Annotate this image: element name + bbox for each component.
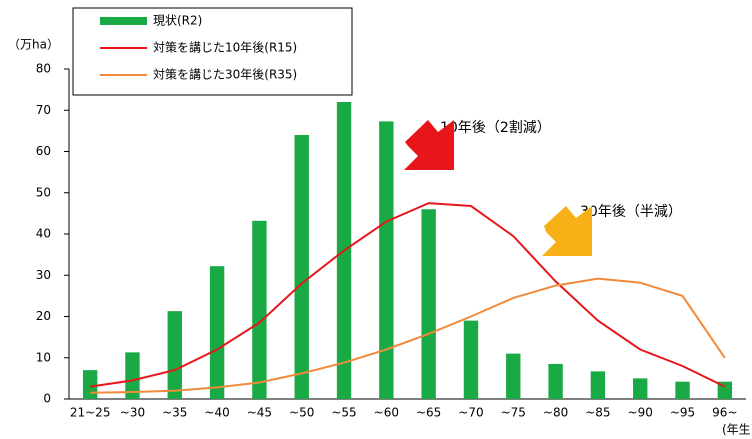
bar <box>463 320 479 399</box>
legend-label: 対策を講じた10年後(R15) <box>153 40 297 55</box>
line <box>90 277 726 394</box>
bar <box>633 378 648 399</box>
arrow <box>542 206 592 256</box>
x-tick-label: ~80 <box>543 406 568 420</box>
y-tick-label: 30 <box>36 268 51 282</box>
x-tick-label: ~40 <box>204 406 229 420</box>
x-tick-label: 96~ <box>712 406 737 420</box>
bar <box>506 353 521 399</box>
x-tick-label: ~90 <box>628 406 653 420</box>
bar <box>548 363 563 399</box>
y-unit-label: （万ha） <box>8 38 59 52</box>
line <box>90 202 726 388</box>
bar <box>82 370 98 399</box>
x-tick-label: ~45 <box>247 406 272 420</box>
legend-swatch <box>100 17 147 25</box>
x-unit-label: (年生) <box>722 423 752 437</box>
annotation: 10年後（2割減） <box>440 119 551 136</box>
y-tick-label: 40 <box>36 227 51 241</box>
legend-label: 対策を講じた30年後(R35) <box>153 67 297 82</box>
x-tick-label: ~50 <box>289 406 314 420</box>
y-tick-label: 50 <box>36 185 51 199</box>
bar <box>590 371 606 399</box>
y-tick-label: 10 <box>36 350 51 364</box>
bar <box>167 311 182 399</box>
y-tick-label: 20 <box>36 309 51 323</box>
bar <box>209 266 225 399</box>
x-tick-label: ~70 <box>458 406 483 420</box>
x-tick-label: ~35 <box>162 406 187 420</box>
bar <box>294 135 309 399</box>
x-tick-label: ~60 <box>374 406 399 420</box>
y-tick-label: 70 <box>36 103 51 117</box>
bar <box>252 220 267 399</box>
bar <box>125 352 140 399</box>
x-tick-label: ~75 <box>501 406 526 420</box>
arrow <box>404 120 454 170</box>
bar <box>379 121 394 399</box>
bar <box>717 381 733 399</box>
x-tick-label: ~85 <box>585 406 610 420</box>
y-tick-label: 0 <box>43 392 51 406</box>
bar <box>421 209 436 399</box>
bar <box>675 381 690 399</box>
annotation: 30年後（半減） <box>580 203 682 220</box>
x-tick-label: ~30 <box>120 406 145 420</box>
y-tick-label: 60 <box>36 144 51 158</box>
x-tick-label: ~55 <box>331 406 356 420</box>
y-tick-label: 80 <box>36 62 51 76</box>
x-tick-label: ~95 <box>670 406 695 420</box>
x-tick-label: 21~25 <box>70 406 111 420</box>
legend-label: 現状(R2) <box>153 14 202 28</box>
x-tick-label: ~65 <box>416 406 441 420</box>
